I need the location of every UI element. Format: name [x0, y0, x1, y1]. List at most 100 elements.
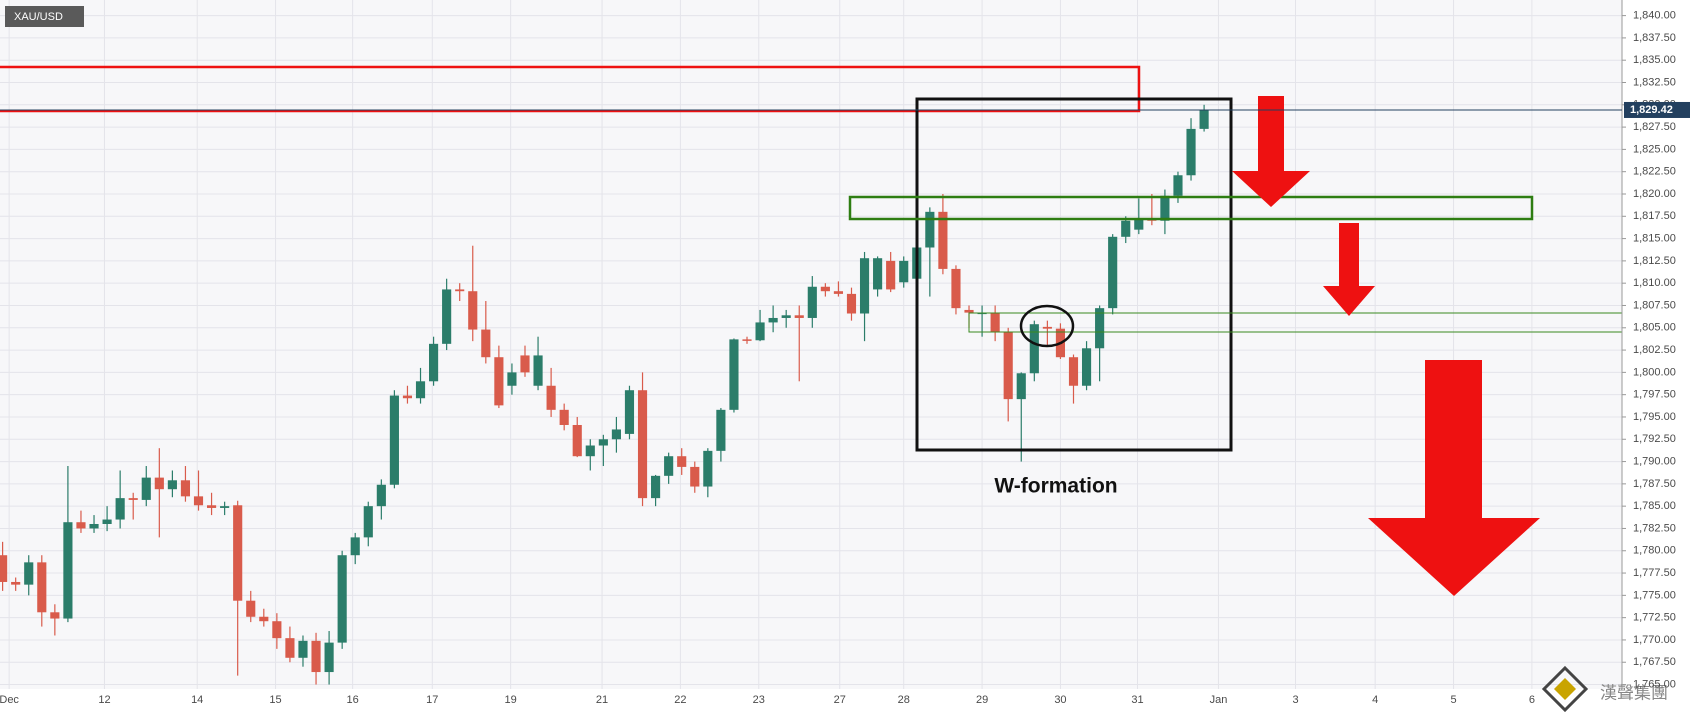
candle-body [50, 612, 60, 619]
x-tick-label: 31 [1131, 694, 1143, 706]
candle-body [677, 456, 687, 467]
candle-body [899, 260, 909, 283]
candle-body [128, 498, 138, 500]
y-tick-label: 1,810.00 [1633, 277, 1676, 289]
candle-body [1016, 373, 1026, 400]
candle-body [115, 498, 125, 520]
candle-body [324, 642, 334, 673]
candle-body [311, 640, 321, 673]
candle-body [389, 395, 399, 485]
y-tick-label: 1,827.50 [1633, 121, 1676, 133]
x-tick-label: Dec [0, 694, 19, 706]
candle-body [193, 496, 204, 506]
candle-body [664, 456, 674, 476]
candle-body [24, 562, 34, 585]
candle-body [76, 522, 86, 529]
candle-body [167, 480, 177, 490]
candle-body [1081, 348, 1092, 386]
last-price-label: 1,829.42 [1630, 104, 1673, 116]
candle-body [455, 289, 465, 292]
candle-body [429, 343, 439, 382]
candle-body [729, 339, 739, 410]
y-tick-label: 1,840.00 [1633, 10, 1676, 22]
x-tick-label: Jan [1210, 694, 1228, 706]
y-tick-label: 1,767.50 [1633, 656, 1676, 668]
candle-body [233, 505, 243, 601]
candle-body [833, 291, 843, 294]
candle-body [546, 385, 556, 410]
candle-body [768, 317, 778, 323]
candle-body [938, 211, 948, 269]
y-tick-label: 1,800.00 [1633, 366, 1676, 378]
candle-body [1068, 357, 1079, 386]
candle-body [990, 312, 1000, 333]
x-tick-label: 5 [1450, 694, 1456, 706]
y-tick-label: 1,790.00 [1633, 455, 1676, 467]
x-tick-label: 28 [898, 694, 910, 706]
candle-body [637, 390, 648, 499]
candle-body [337, 555, 347, 643]
time-axis-background [0, 689, 1622, 712]
y-tick-label: 1,822.50 [1633, 166, 1676, 178]
x-tick-label: 12 [98, 694, 110, 706]
y-tick-label: 1,787.50 [1633, 478, 1676, 490]
y-tick-label: 1,812.50 [1633, 255, 1676, 267]
x-tick-label: 22 [674, 694, 686, 706]
candle-body [794, 315, 804, 318]
y-tick-label: 1,785.00 [1633, 500, 1676, 512]
candle-body [611, 429, 621, 440]
y-tick-label: 1,825.00 [1633, 143, 1676, 155]
candle-body [1199, 110, 1209, 129]
candle-body [925, 211, 935, 248]
y-tick-label: 1,772.50 [1633, 612, 1676, 624]
candle-body [755, 322, 765, 341]
y-tick-label: 1,837.50 [1633, 32, 1676, 44]
down-arrow [1323, 223, 1375, 316]
candle-body [1108, 236, 1118, 309]
candle-body [180, 480, 191, 497]
candle-body [220, 506, 230, 508]
support-zone [848, 195, 1534, 221]
watermark: 漢聲集團 [1600, 683, 1668, 702]
candle-body [154, 477, 164, 490]
candle-body [363, 506, 373, 538]
y-tick-label: 1,795.00 [1633, 411, 1676, 423]
y-tick-label: 1,832.50 [1633, 76, 1676, 88]
candle-body [572, 424, 582, 457]
candle-body [376, 484, 386, 507]
x-tick-label: 27 [834, 694, 846, 706]
candle-body [742, 339, 752, 341]
candle-body [846, 293, 857, 314]
candle-body [1042, 326, 1052, 329]
watermark-logo [1541, 665, 1589, 712]
candle-body [716, 409, 726, 451]
candle-body [415, 381, 426, 399]
candle-body [1160, 195, 1170, 221]
y-tick-label: 1,807.50 [1633, 299, 1676, 311]
candle-body [298, 640, 308, 658]
y-tick-label: 1,777.50 [1633, 567, 1676, 579]
y-tick-label: 1,820.00 [1633, 188, 1676, 200]
x-tick-label: 6 [1529, 694, 1535, 706]
candle-body [11, 581, 21, 585]
x-tick-label: 3 [1292, 694, 1298, 706]
candle-body [598, 439, 608, 446]
candle-body [859, 258, 870, 314]
y-tick-label: 1,815.00 [1633, 232, 1676, 244]
candle-body [1134, 218, 1144, 230]
candle-body [585, 445, 595, 457]
candle-body [520, 355, 530, 373]
pattern-box [915, 97, 1233, 452]
candle-body [206, 505, 217, 508]
candle-body [1173, 175, 1183, 196]
candle-body [102, 519, 112, 524]
symbol: XAU/USD [14, 11, 63, 23]
candle-body [1186, 128, 1196, 176]
candle-body [285, 638, 295, 658]
candle-body [873, 258, 883, 290]
candle-body [89, 523, 99, 529]
x-tick-label: 16 [346, 694, 358, 706]
candle-body [1029, 324, 1039, 374]
candle-body [37, 562, 47, 613]
